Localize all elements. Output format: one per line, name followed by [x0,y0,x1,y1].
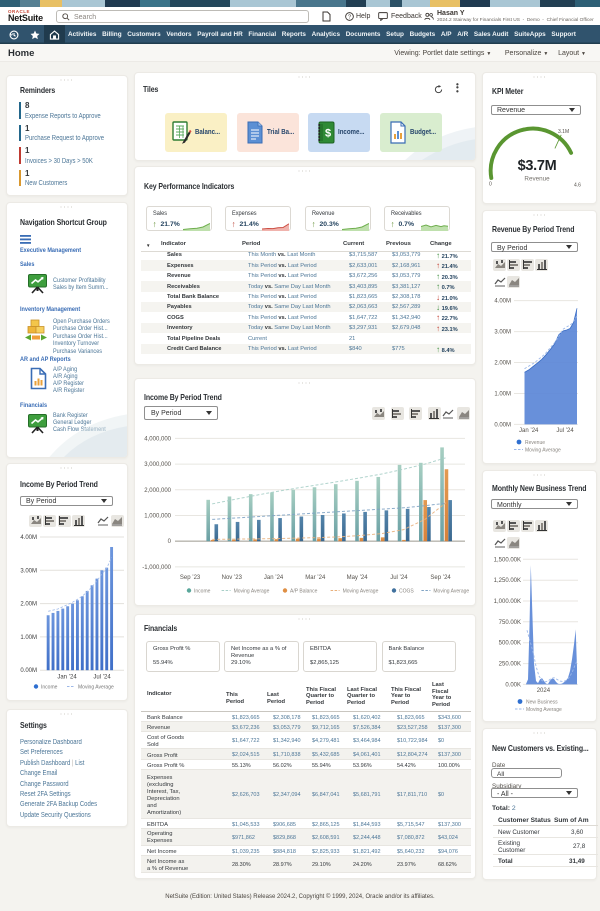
svg-text:3.00M: 3.00M [494,330,511,336]
svg-text:COGS: COGS [399,589,414,595]
svg-text:Moving Average: Moving Average [78,685,114,691]
svg-text:0.00M: 0.00M [20,668,37,674]
svg-text:Income: Income [41,685,58,691]
svg-text:4.00M: 4.00M [20,535,37,541]
svg-text:-1,000,000: -1,000,000 [142,565,171,571]
svg-text:2.00M: 2.00M [494,361,511,367]
svg-text:1,000,000: 1,000,000 [144,514,171,520]
svg-text:2.00M: 2.00M [20,602,37,608]
svg-text:Revenue: Revenue [525,440,545,446]
svg-text:500.00K: 500.00K [499,641,521,647]
svg-text:4.00M: 4.00M [494,299,511,305]
svg-text:0.00K: 0.00K [505,682,521,688]
svg-text:Jan ’24: Jan ’24 [57,675,77,681]
svg-text:A/P Balance: A/P Balance [290,589,318,595]
svg-text:Jan ’24: Jan ’24 [264,575,284,581]
svg-text:0: 0 [168,539,172,545]
svg-text:Mar ’24: Mar ’24 [305,575,326,581]
svg-text:Income: Income [194,589,211,595]
svg-text:2024: 2024 [537,688,551,694]
svg-text:$3.7M: $3.7M [518,158,557,174]
svg-text:New Business: New Business [526,700,558,706]
svg-text:4.6: 4.6 [574,183,581,189]
svg-text:$: $ [325,128,331,140]
svg-text:0.00M: 0.00M [494,422,511,428]
svg-text:Revenue: Revenue [524,176,550,183]
svg-text:3.1M: 3.1M [558,129,569,135]
svg-text:May ’24: May ’24 [347,575,369,581]
svg-text:Jul ’24: Jul ’24 [390,575,408,581]
svg-text:Moving Average: Moving Average [343,589,379,595]
svg-text:Moving Average: Moving Average [525,448,561,454]
svg-text:1,250.00K: 1,250.00K [494,578,521,584]
svg-text:750.00K: 750.00K [499,620,521,626]
svg-text:Moving Average: Moving Average [234,589,270,595]
svg-text:0: 0 [489,182,492,188]
svg-text:Jul ’24: Jul ’24 [93,675,111,681]
svg-text:3.00M: 3.00M [20,568,37,574]
svg-text:1.00M: 1.00M [20,635,37,641]
svg-text:Moving Average: Moving Average [433,589,469,595]
svg-text:Sep ’23: Sep ’23 [180,575,201,581]
svg-text:Nov ’23: Nov ’23 [222,575,243,581]
svg-text:3,000,000: 3,000,000 [144,462,171,468]
svg-text:Jan ’24: Jan ’24 [519,428,539,434]
svg-text:Moving Average: Moving Average [526,707,562,713]
svg-text:Sep ’24: Sep ’24 [430,575,451,581]
svg-text:Jul ’24: Jul ’24 [556,428,574,434]
svg-text:2,000,000: 2,000,000 [144,488,171,494]
svg-text:4,000,000: 4,000,000 [144,436,171,442]
svg-text:250.00K: 250.00K [499,662,521,668]
svg-text:1.00M: 1.00M [494,392,511,398]
svg-text:1,500.00K: 1,500.00K [494,557,521,563]
svg-text:?: ? [348,15,352,21]
svg-text:1,000.00K: 1,000.00K [494,599,521,605]
